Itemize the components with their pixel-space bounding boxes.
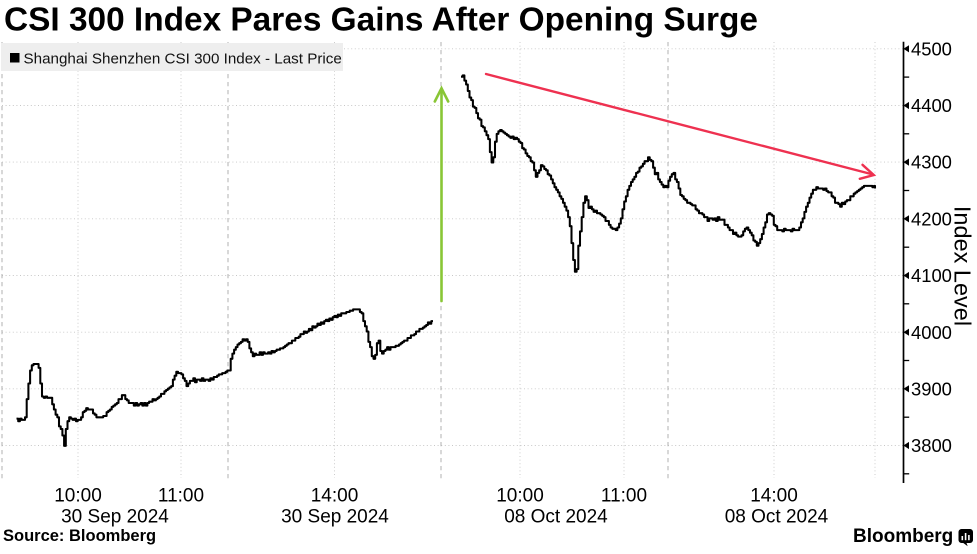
- svg-text:11:00: 11:00: [158, 486, 204, 507]
- svg-text:3900: 3900: [911, 378, 952, 399]
- svg-text:10:00: 10:00: [54, 486, 102, 507]
- svg-text:Shanghai Shenzhen CSI 300 Inde: Shanghai Shenzhen CSI 300 Index - Last P…: [24, 50, 342, 67]
- svg-text:Source: Bloomberg: Source: Bloomberg: [3, 527, 156, 545]
- svg-text:4200: 4200: [911, 208, 952, 229]
- svg-text:11:00: 11:00: [601, 486, 647, 507]
- svg-text:10:00: 10:00: [496, 486, 544, 507]
- svg-text:3800: 3800: [911, 435, 952, 456]
- svg-text:4400: 4400: [911, 95, 952, 116]
- svg-text:08 Oct 2024: 08 Oct 2024: [504, 507, 608, 528]
- svg-text:14:00: 14:00: [750, 486, 798, 507]
- svg-text:14:00: 14:00: [311, 486, 359, 507]
- svg-text:4100: 4100: [911, 265, 952, 286]
- svg-text:30 Sep 2024: 30 Sep 2024: [61, 507, 169, 528]
- svg-text:Index Level: Index Level: [950, 206, 976, 326]
- svg-text:4000: 4000: [911, 322, 952, 343]
- svg-text:4300: 4300: [911, 152, 952, 173]
- svg-text:08 Oct 2024: 08 Oct 2024: [725, 507, 829, 528]
- svg-text:30 Sep 2024: 30 Sep 2024: [281, 507, 389, 528]
- svg-text:4500: 4500: [911, 38, 952, 59]
- svg-text:CSI 300 Index Pares Gains Afte: CSI 300 Index Pares Gains After Opening …: [4, 2, 758, 39]
- svg-text:Bloomberg: Bloomberg: [853, 526, 953, 547]
